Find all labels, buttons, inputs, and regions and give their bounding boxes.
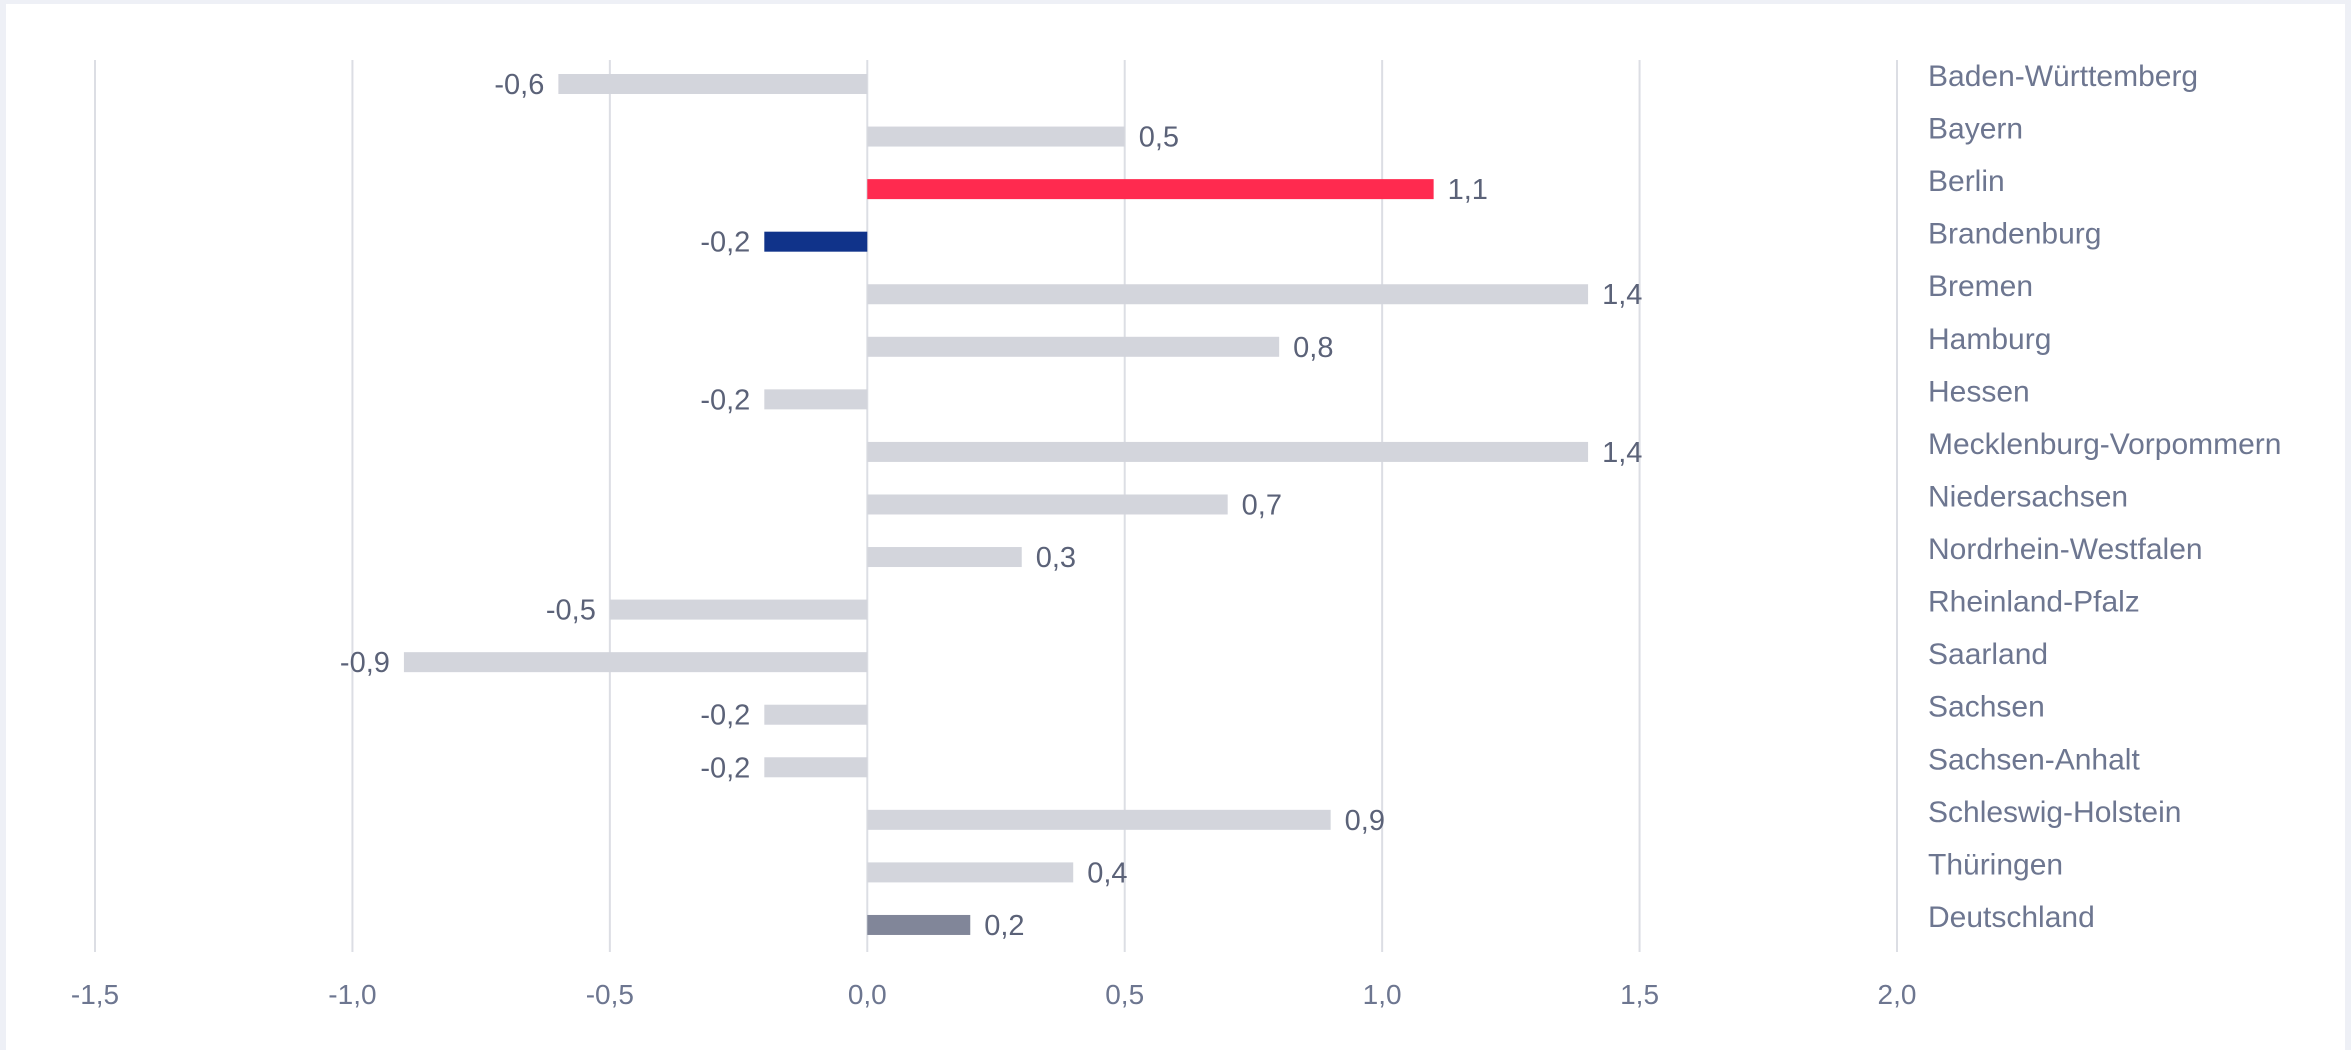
category-label: Baden-Württemberg xyxy=(1928,60,2198,93)
bar-chart: -1,5 -1,0 -0,5 0,0 0,5 1,0 1,5 2,0 -0,6 Baden-Wür… xyxy=(71,60,2281,1010)
data-label: 1,1 xyxy=(1448,174,1488,206)
category-label: Schleswig-Holstein xyxy=(1928,796,2181,829)
data-label: -0,6 xyxy=(494,69,544,101)
x-tick-label: -1,0 xyxy=(328,979,376,1010)
data-label: 0,4 xyxy=(1087,857,1127,889)
bar xyxy=(867,441,1589,462)
bar xyxy=(867,914,971,935)
data-label: -0,2 xyxy=(700,752,750,784)
bar xyxy=(764,389,868,410)
category-label: Thüringen xyxy=(1928,848,2063,881)
bar xyxy=(867,336,1280,357)
data-label: -0,9 xyxy=(340,647,390,679)
bar xyxy=(764,757,868,778)
chart-panel: -1,5 -1,0 -0,5 0,0 0,5 1,0 1,5 2,0 -0,6 Baden-Wür… xyxy=(6,4,2345,1050)
category-label: Berlin xyxy=(1928,165,2005,198)
bar xyxy=(867,547,1022,568)
category-label: Nordrhein-Westfalen xyxy=(1928,533,2203,566)
category-label: Bayern xyxy=(1928,113,2023,146)
bar xyxy=(764,704,868,725)
category-label: Saarland xyxy=(1928,638,2048,671)
data-label: -0,2 xyxy=(700,700,750,732)
bar xyxy=(867,862,1074,883)
bar xyxy=(558,74,868,94)
bar xyxy=(867,809,1331,830)
bar xyxy=(867,126,1125,147)
bar xyxy=(867,284,1589,305)
bar xyxy=(764,231,868,252)
category-label: Hamburg xyxy=(1928,323,2051,356)
data-label: 0,3 xyxy=(1036,542,1076,574)
x-tick-label: 0,5 xyxy=(1105,979,1144,1010)
category-label: Sachsen xyxy=(1928,691,2045,724)
data-label: 0,9 xyxy=(1345,805,1385,837)
data-label: 1,4 xyxy=(1602,279,1642,311)
data-label: -0,2 xyxy=(700,384,750,416)
x-tick-label: -1,5 xyxy=(71,979,119,1010)
data-label: -0,5 xyxy=(546,595,596,627)
category-label: Sachsen-Anhalt xyxy=(1928,743,2140,776)
x-tick-label: 2,0 xyxy=(1878,979,1917,1010)
x-tick-label: 1,5 xyxy=(1620,979,1659,1010)
data-label: 0,2 xyxy=(984,910,1024,942)
category-label: Bremen xyxy=(1928,270,2033,303)
category-label: Mecklenburg-Vorpommern xyxy=(1928,428,2281,461)
category-label: Brandenburg xyxy=(1928,218,2101,251)
category-label: Niedersachsen xyxy=(1928,480,2128,513)
data-label: 0,8 xyxy=(1293,332,1333,364)
data-label: -0,2 xyxy=(700,227,750,259)
bar xyxy=(867,494,1228,515)
category-label: Hessen xyxy=(1928,375,2030,408)
category-label: Deutschland xyxy=(1928,901,2095,934)
x-tick-label: 0,0 xyxy=(848,979,887,1010)
bar xyxy=(609,599,868,620)
bar xyxy=(403,652,868,673)
data-label: 0,5 xyxy=(1139,122,1179,154)
data-label: 1,4 xyxy=(1602,437,1642,469)
bar xyxy=(867,179,1434,200)
x-tick-label: 1,0 xyxy=(1363,979,1402,1010)
category-label: Rheinland-Pfalz xyxy=(1928,586,2140,619)
data-label: 0,7 xyxy=(1242,489,1282,521)
x-tick-label: -0,5 xyxy=(586,979,634,1010)
